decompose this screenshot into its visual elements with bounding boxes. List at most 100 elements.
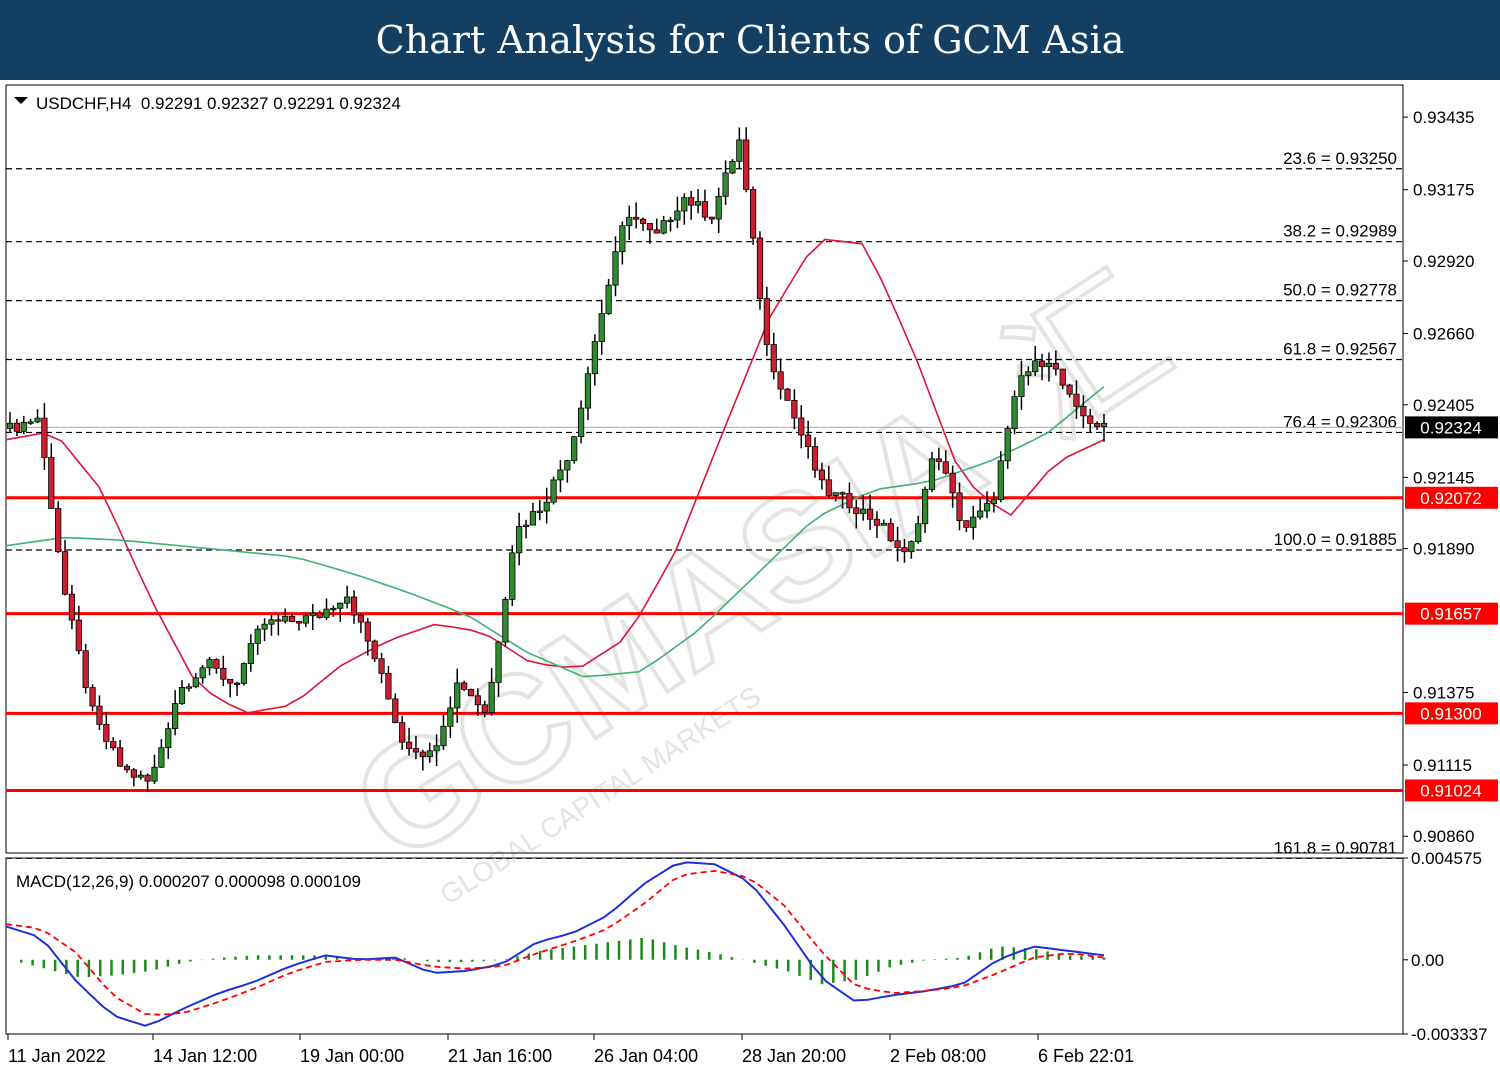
candle: [61, 539, 69, 596]
candle: [1059, 368, 1066, 390]
candle: [963, 520, 970, 533]
macd-panel: [5, 857, 1404, 1035]
candle: [605, 278, 612, 315]
candle: [55, 501, 62, 553]
candle: [1066, 383, 1073, 398]
candle: [557, 460, 564, 493]
candle: [254, 625, 261, 655]
time-axis-tick: 28 Jan 20:00: [742, 1046, 846, 1066]
candle: [392, 693, 399, 724]
candle: [289, 613, 296, 623]
price-axis-tick: 0.92660: [1413, 325, 1474, 344]
candle: [48, 443, 55, 509]
candle: [1087, 408, 1094, 433]
candle: [729, 159, 736, 175]
time-axis-tick: 2 Feb 08:00: [890, 1046, 986, 1066]
candle: [20, 415, 27, 435]
candle: [935, 447, 942, 471]
candle: [399, 715, 406, 750]
candle: [880, 519, 887, 526]
ma-fast-line: [5, 238, 1105, 714]
candle: [227, 678, 234, 698]
candle: [371, 639, 378, 662]
candle: [405, 727, 413, 756]
time-axis-tick: 14 Jan 12:00: [153, 1046, 257, 1066]
candle: [240, 662, 248, 686]
candle: [722, 160, 729, 205]
candle: [529, 502, 537, 526]
symbol-dropdown-icon[interactable]: [14, 97, 28, 104]
candle: [34, 409, 41, 424]
candle: [316, 610, 323, 619]
candle: [887, 518, 894, 542]
macd-axis-tick: 0.00: [1411, 951, 1444, 970]
macd-line: [5, 861, 1105, 1027]
candle: [536, 500, 543, 521]
price-axis-tick: 0.93175: [1413, 181, 1474, 200]
candle: [688, 190, 695, 220]
support-level-label: 0.91300: [1420, 704, 1481, 723]
candle: [543, 487, 550, 524]
candle: [165, 722, 172, 759]
candle: [247, 634, 254, 672]
candle: [584, 366, 592, 420]
candle: [495, 640, 502, 697]
candle: [681, 193, 688, 225]
candle: [915, 515, 922, 544]
candle: [309, 603, 316, 631]
candle: [481, 700, 488, 718]
candle: [516, 512, 523, 566]
candle: [467, 688, 475, 697]
candle: [433, 734, 440, 767]
candle: [268, 614, 275, 636]
candle: [89, 684, 96, 712]
ma-slow-line: [5, 385, 1105, 678]
candle: [860, 495, 867, 521]
price-axis-tick: 0.92145: [1413, 468, 1474, 487]
current-price-label: 0.92324: [1420, 418, 1481, 437]
candle: [811, 437, 819, 478]
candle: [564, 459, 571, 483]
support-level-label: 0.91024: [1420, 781, 1481, 800]
fib-level-label: 76.4 = 0.92306: [1283, 412, 1397, 431]
candle: [130, 768, 137, 787]
candle: [667, 216, 674, 232]
candle: [1025, 366, 1032, 386]
candle: [756, 231, 764, 310]
candle: [928, 451, 936, 493]
candle: [357, 613, 365, 634]
candle: [598, 299, 605, 355]
candle: [144, 773, 151, 792]
candle: [192, 673, 199, 689]
candle: [839, 491, 846, 509]
candle: [577, 400, 585, 444]
macd-header: MACD(12,26,9) 0.000207 0.000098 0.000109: [16, 872, 361, 891]
candle: [571, 436, 578, 464]
candle: [158, 739, 165, 768]
candle: [1011, 390, 1018, 435]
candle: [942, 450, 949, 475]
fib-level-label: 23.6 = 0.93250: [1283, 149, 1397, 168]
candle: [853, 499, 860, 529]
candle: [990, 492, 998, 513]
candle: [13, 418, 20, 437]
time-axis-tick: 21 Jan 16:00: [448, 1046, 552, 1066]
candle: [1052, 350, 1059, 376]
candle: [674, 196, 681, 229]
candle: [302, 612, 309, 628]
candle: [220, 655, 227, 687]
candle: [137, 770, 144, 780]
candle: [151, 754, 158, 784]
candle: [509, 545, 516, 607]
macd-axis-tick: 0.004575: [1411, 849, 1482, 868]
candle: [770, 332, 777, 380]
price-axis-tick: 0.93435: [1413, 108, 1474, 127]
candle: [1045, 352, 1053, 382]
candle: [178, 680, 186, 705]
price-axis-tick: 0.91890: [1413, 540, 1474, 559]
candle: [1080, 395, 1087, 429]
support-level-tag: [1405, 702, 1498, 725]
candle: [41, 403, 48, 470]
macd-signal-line: [5, 869, 1105, 1016]
candle: [694, 189, 702, 214]
